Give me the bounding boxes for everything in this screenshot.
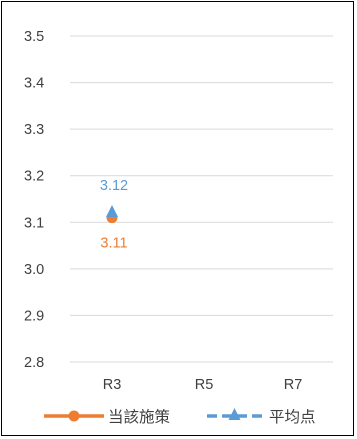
data-label-1: 3.11 [100,236,127,252]
y-axis-tick-labels: 3.5 3.4 3.3 3.2 3.1 3.0 2.9 2.8 [24,29,44,371]
y-tick-label: 3.3 [24,122,44,138]
data-point-2 [106,204,118,217]
legend-marker-2 [228,408,241,420]
x-tick-label: R3 [103,377,122,393]
y-tick-label: 3.4 [24,76,44,92]
x-tick-label: R5 [195,377,214,393]
y-tick-label: 2.8 [24,355,44,371]
legend: 当該施策 平均点 [44,408,316,426]
x-axis-tick-labels: R3 R5 R7 [103,377,303,393]
legend-label-2: 平均点 [269,408,316,426]
data-labels: 3.11 3.12 [100,178,128,252]
data-label-2: 3.12 [100,178,128,194]
data-markers [106,204,118,224]
y-tick-label: 3.1 [24,215,44,231]
legend-label-1: 当該施策 [108,408,170,426]
gridlines [70,35,333,363]
chart-frame [1,1,354,436]
x-tick-label: R7 [284,377,303,393]
y-tick-label: 3.5 [24,29,44,45]
y-tick-label: 3.0 [24,262,44,278]
y-tick-label: 2.9 [24,308,44,324]
legend-marker-1 [68,410,80,422]
y-tick-label: 3.2 [24,169,44,185]
